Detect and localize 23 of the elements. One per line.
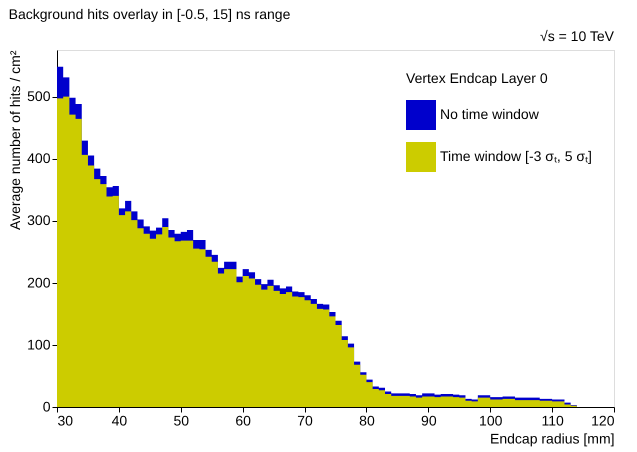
legend-label: No time window xyxy=(440,106,540,122)
y-tick-label: 0 xyxy=(42,398,51,414)
x-tick-label: 40 xyxy=(112,412,128,428)
x-axis-title: Endcap radius [mm] xyxy=(490,430,614,446)
y-tick-label: 100 xyxy=(27,336,51,352)
y-axis-title: Average number of hits / cm² xyxy=(7,50,24,230)
x-tick-label: 120 xyxy=(591,412,615,428)
x-tick-label: 100 xyxy=(479,412,503,428)
y-tick-label: 400 xyxy=(27,150,51,166)
chart-title: Background hits overlay in [-0.5, 15] ns range xyxy=(8,6,291,22)
y-tick-label: 500 xyxy=(27,88,51,104)
x-tick-label: 90 xyxy=(421,412,437,428)
y-tick-label: 300 xyxy=(27,212,51,228)
legend-label: Time window [-3 σₜ, 5 σₜ] xyxy=(440,148,592,164)
x-tick-label: 50 xyxy=(173,412,190,428)
x-tick-label: 60 xyxy=(235,412,252,428)
x-tick-label: 30 xyxy=(58,412,74,428)
legend-title: Vertex Endcap Layer 0 xyxy=(406,70,548,86)
x-tick-label: 80 xyxy=(359,412,375,428)
x-tick-label: 70 xyxy=(297,412,314,428)
x-tick-label: 110 xyxy=(541,412,564,428)
text: √s = 10 TeV xyxy=(540,28,615,44)
y-tick-label: 200 xyxy=(27,274,51,290)
